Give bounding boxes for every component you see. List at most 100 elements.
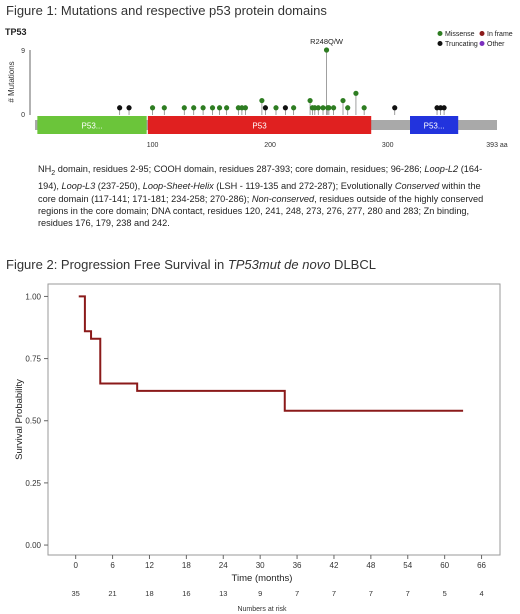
- caption-loop-l3: Loop-L3: [61, 181, 96, 192]
- x-tick-label: 42: [330, 561, 339, 570]
- caption-lsh: Loop-Sheet-Helix: [142, 181, 214, 192]
- lollipop-head: [209, 105, 216, 111]
- y-tick-label: 0.50: [25, 417, 41, 426]
- hotspot-label: R248Q/W: [310, 37, 344, 46]
- legend-label: Truncating: [445, 41, 478, 48]
- x-tick-label: 100: [147, 142, 159, 149]
- lollipop-head: [259, 97, 265, 104]
- legend-label: In frame: [487, 31, 513, 38]
- lollipop-head: [340, 97, 346, 104]
- lollipop-head: [273, 105, 279, 111]
- lollipop-head: [242, 105, 249, 111]
- domain-box: [410, 116, 459, 134]
- plot-frame: [47, 283, 501, 556]
- lollipop-head: [126, 105, 132, 111]
- domain-label: P53...: [424, 122, 445, 131]
- x-tick-label: 36: [293, 561, 302, 570]
- legend-marker: [437, 31, 443, 36]
- risk-count: 7: [406, 589, 410, 598]
- risk-count: 9: [258, 589, 262, 598]
- caption-nh2-sub: 2: [51, 169, 56, 177]
- domain-label: P53...: [82, 122, 103, 131]
- caption-text-2: (164-194),: [38, 164, 483, 192]
- lollipop-head: [200, 105, 206, 111]
- x-tick-label: 30: [256, 561, 265, 570]
- lollipop-head: [291, 105, 297, 111]
- x-axis-label: Time (months): [232, 573, 293, 584]
- caption-text-1: domain, residues 2-95; COOH domain, resi…: [55, 164, 425, 174]
- legend-marker: [479, 31, 485, 36]
- lollipop-head: [181, 105, 187, 111]
- risk-count: 7: [295, 589, 299, 598]
- x-tick-label: 66: [477, 561, 486, 570]
- lollipop-head: [191, 105, 197, 111]
- x-tick-label: 54: [403, 561, 412, 570]
- x-tick-label: 60: [440, 561, 449, 570]
- risk-count: 16: [182, 589, 190, 598]
- legend-marker: [479, 41, 485, 46]
- caption-loop-l2: Loop-L2: [424, 164, 459, 174]
- legend-label: Missense: [445, 31, 475, 38]
- lollipop-head: [441, 105, 447, 111]
- figure2-title-prefix: Figure 2: Progression Free Survival in: [6, 257, 228, 272]
- figure2-title-italic: TP53mut de novo: [227, 257, 331, 272]
- x-tick-label: 393 aa: [486, 142, 508, 149]
- caption-text-6: , residues outside of the highly conserv…: [38, 193, 484, 229]
- lollipop-head: [149, 105, 156, 111]
- risk-count: 18: [145, 589, 153, 598]
- figure1-caption: NH2 domain, residues 2-95; COOH domain, …: [38, 163, 488, 230]
- figure2-title: Figure 2: Progression Free Survival in T…: [6, 257, 376, 272]
- risk-count: 7: [369, 589, 373, 598]
- x-tick-label: 48: [366, 561, 375, 570]
- lollipop-head: [392, 105, 398, 111]
- lollipop-head: [361, 105, 367, 111]
- x-tick-label: 12: [145, 561, 154, 570]
- caption-text-4: (LSH - 119-135 and 272-287); Evolutional…: [213, 181, 395, 192]
- x-tick-label: 18: [182, 561, 191, 570]
- caption-text-3: (237-250),: [95, 181, 143, 192]
- gene-label: TP53: [5, 27, 27, 37]
- mutation-lollipop-plot: TP53 # Mutations 9 0 P53... P53 P53... 100 200 30…: [5, 27, 513, 149]
- legend-marker: [437, 41, 443, 46]
- y-tick-label: 0: [21, 112, 25, 119]
- caption-nonconserved: Non-conserved: [251, 193, 315, 204]
- caption-text-5: within the core domain (117-141; 171-181…: [38, 181, 481, 204]
- y-tick-label: 1.00: [25, 292, 41, 301]
- risk-count: 7: [332, 589, 336, 598]
- y-axis-label: Survival Probability: [14, 379, 25, 460]
- risk-count: 13: [219, 589, 227, 598]
- x-tick-label: 0: [73, 561, 78, 570]
- risk-count: 21: [108, 589, 116, 598]
- lollipop-head: [330, 105, 337, 111]
- caption-nh2: NH: [38, 164, 52, 174]
- caption-conserved: Conserved: [394, 181, 440, 192]
- survival-curve: [78, 295, 464, 412]
- lollipop-head: [353, 90, 359, 96]
- figure2-title-suffix: DLBCL: [330, 257, 376, 272]
- lollipop-head: [262, 105, 269, 111]
- lollipop-head: [326, 105, 332, 111]
- y-tick-label: 9: [21, 48, 25, 55]
- y-tick-label: 0.00: [25, 541, 41, 550]
- lollipop-head: [323, 47, 330, 53]
- lollipop-head: [320, 105, 326, 111]
- y-tick-label: 0.75: [25, 355, 41, 364]
- risk-count: 5: [443, 589, 447, 598]
- lollipop-head: [307, 97, 313, 104]
- y-tick-label: 0.25: [25, 479, 41, 488]
- x-tick-label: 200: [264, 142, 276, 149]
- lollipop-head: [315, 105, 321, 111]
- domain-box: [147, 116, 372, 134]
- lollipop-head: [224, 105, 230, 111]
- y-axis-label: # Mutations: [7, 61, 16, 102]
- domain-label: P53: [252, 122, 267, 131]
- risk-count: 4: [479, 589, 483, 598]
- lollipop-head: [216, 105, 223, 111]
- legend-label: Other: [487, 41, 505, 48]
- x-tick-label: 300: [382, 142, 394, 149]
- figure1-title: Figure 1: Mutations and respective p53 p…: [6, 3, 327, 18]
- x-tick-label: 24: [219, 561, 228, 570]
- km-survival-plot: 0.000.250.500.751.000 6 12 18 24 30 36 42 48 54 60…: [14, 283, 501, 613]
- x-tick-label: 6: [110, 561, 115, 570]
- risk-table-label: Numbers at risk: [237, 606, 287, 613]
